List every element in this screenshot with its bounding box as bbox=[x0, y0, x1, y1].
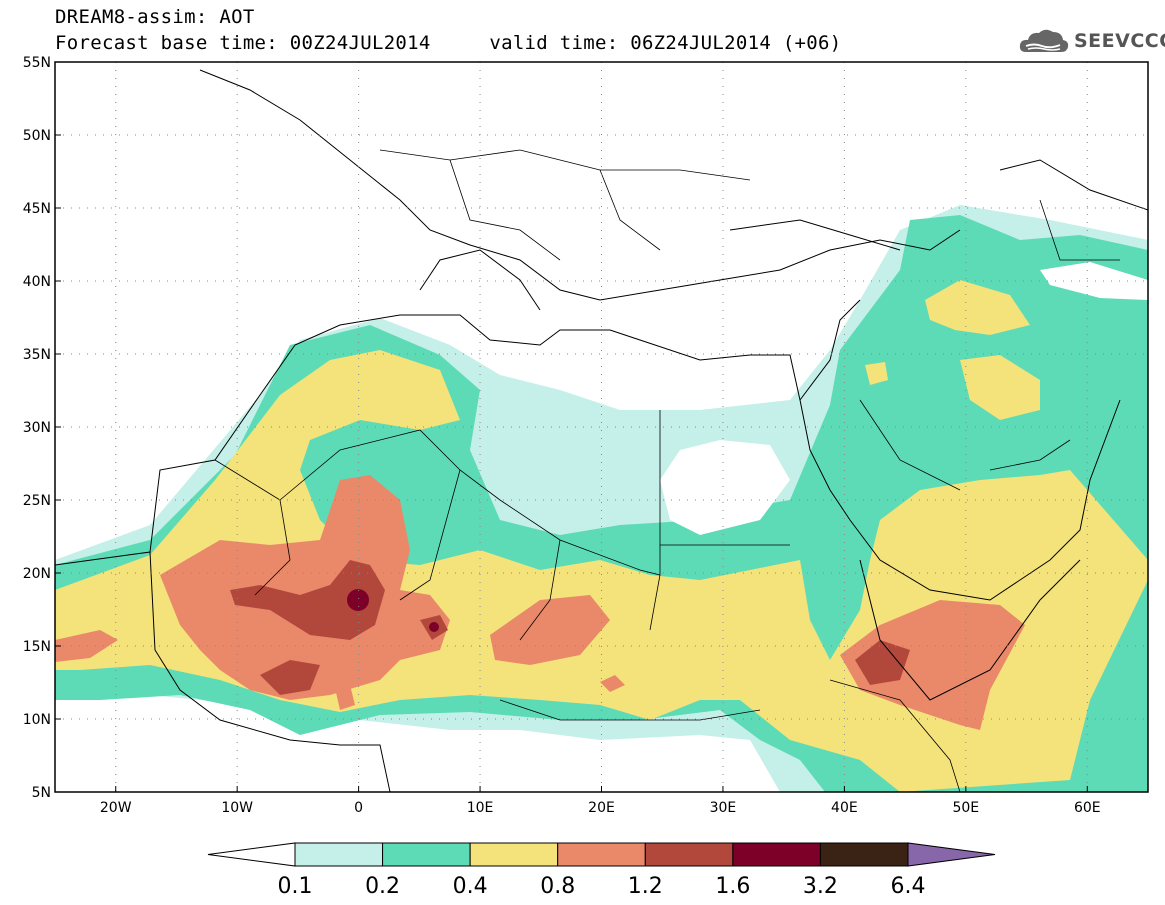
aot-band-0.8 bbox=[160, 475, 450, 700]
lon-tick-label: 10W bbox=[221, 800, 253, 816]
colorbar-level-label: 0.8 bbox=[540, 874, 575, 899]
lat-tick-label: 35N bbox=[23, 347, 51, 363]
lon-tick-label: 40E bbox=[831, 800, 858, 816]
colorbar-swatch bbox=[382, 842, 471, 867]
colorbar-swatch bbox=[819, 842, 909, 867]
colorbar-swatch bbox=[732, 842, 821, 867]
latitude-labels: 55N 50N 45N 40N 35N 30N 25N 20N 15N 10N 5N bbox=[23, 55, 61, 801]
lon-tick-label: 60E bbox=[1074, 800, 1101, 816]
lon-tick-label: 10E bbox=[467, 800, 494, 816]
cloud-icon bbox=[1019, 29, 1069, 52]
lon-tick-label: 20E bbox=[588, 800, 615, 816]
colorbar-level-label: 1.2 bbox=[628, 874, 663, 899]
colorbar-min-arrow bbox=[207, 842, 296, 867]
lat-tick-label: 40N bbox=[23, 274, 51, 290]
lat-tick-label: 45N bbox=[23, 201, 51, 217]
lon-tick-label: 0 bbox=[354, 800, 363, 816]
coastlines bbox=[55, 69, 1148, 792]
lon-tick-label: 50E bbox=[952, 800, 979, 816]
aot-field bbox=[55, 205, 1148, 792]
lat-tick-label: 50N bbox=[23, 128, 51, 144]
lat-tick-label: 10N bbox=[23, 712, 51, 728]
lat-tick-label: 55N bbox=[23, 55, 51, 71]
lat-tick-label: 5N bbox=[32, 785, 51, 801]
colorbar-labels: 0.1 0.2 0.4 0.8 1.2 1.6 3.2 6.4 bbox=[278, 874, 926, 899]
aot-band-1.6 bbox=[347, 589, 369, 611]
colorbar-swatch bbox=[557, 842, 646, 867]
lat-tick-label: 15N bbox=[23, 639, 51, 655]
logo-text: SEEVCCC bbox=[1074, 30, 1165, 52]
aot-band-1.2 bbox=[230, 560, 385, 640]
colorbar-level-label: 1.6 bbox=[715, 874, 750, 899]
colorbar-swatch bbox=[294, 842, 384, 867]
map-title: DREAM8-assim: AOT bbox=[55, 6, 255, 28]
colorbar-swatch bbox=[644, 842, 734, 867]
colorbar bbox=[207, 842, 996, 867]
colorbar-level-label: 3.2 bbox=[803, 874, 838, 899]
longitude-labels: 20W 10W 0 10E 20E 30E 40E 50E 60E bbox=[100, 786, 1101, 816]
lat-tick-label: 30N bbox=[23, 420, 51, 436]
forecast-time-line: Forecast base time: 00Z24JUL2014 valid t… bbox=[55, 32, 842, 54]
colorbar-max-arrow bbox=[907, 842, 996, 867]
colorbar-level-label: 6.4 bbox=[891, 874, 926, 899]
country-borders bbox=[214, 149, 1120, 792]
seevccc-logo: SEEVCCC bbox=[1018, 24, 1165, 58]
colorbar-swatch bbox=[469, 842, 559, 867]
colorbar-level-label: 0.1 bbox=[278, 874, 313, 899]
colorbar-level-label: 0.2 bbox=[365, 874, 400, 899]
lat-tick-label: 20N bbox=[23, 566, 51, 582]
lon-tick-label: 30E bbox=[710, 800, 737, 816]
lat-tick-label: 25N bbox=[23, 493, 51, 509]
colorbar-level-label: 0.4 bbox=[453, 874, 488, 899]
lon-tick-label: 20W bbox=[100, 800, 132, 816]
map-grid bbox=[55, 62, 1148, 792]
